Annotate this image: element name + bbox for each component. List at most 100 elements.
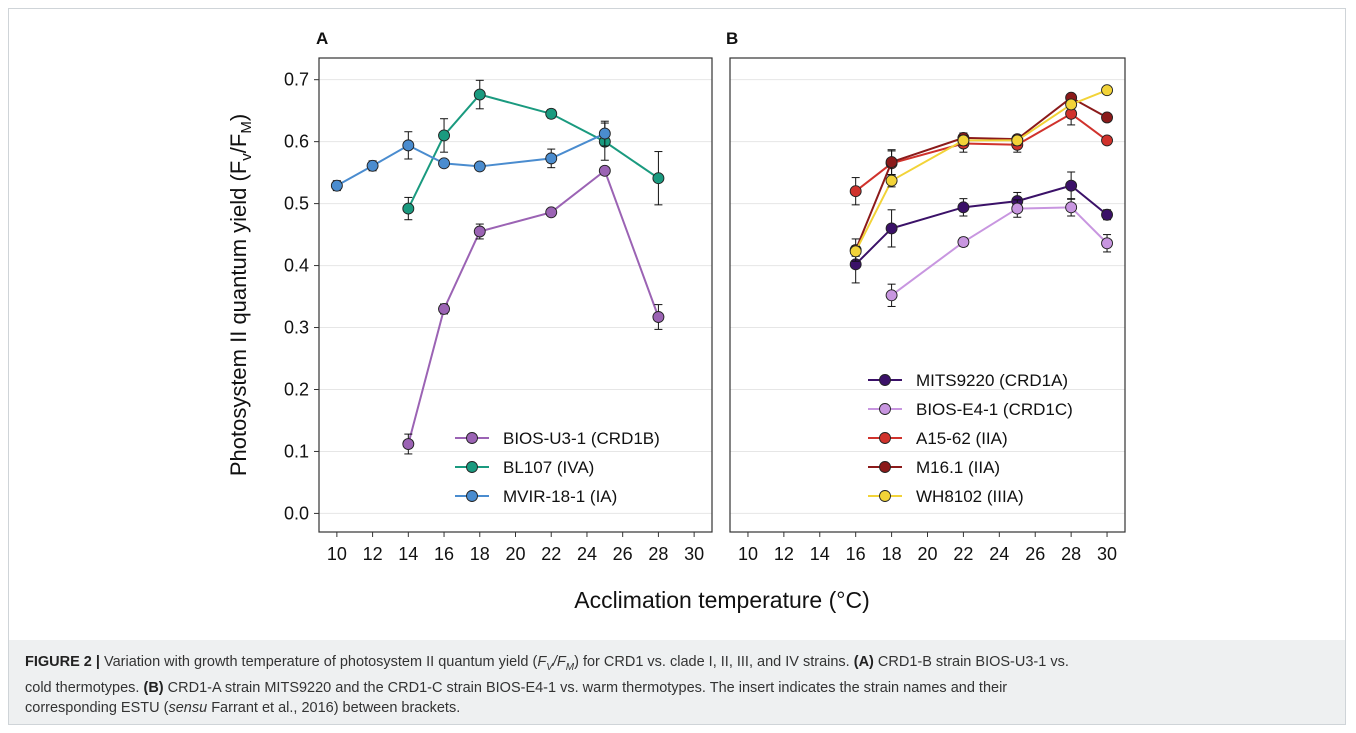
data-point <box>438 129 450 142</box>
x-tick-label: 20 <box>917 544 937 564</box>
legend-item: A15-62 (IIA) <box>868 429 1008 448</box>
legend-label: WH8102 (IIIA) <box>916 487 1024 506</box>
caption-text: cold thermotypes. <box>25 679 140 696</box>
data-point <box>330 179 343 192</box>
series-wh8102 <box>849 84 1113 258</box>
caption-panel-ref: (B) <box>143 679 164 696</box>
legend: BIOS-U3-1 (CRD1B) BL107 (IVA) MVIR-18-1 (I… <box>455 429 660 506</box>
legend-label: BL107 (IVA) <box>503 458 594 477</box>
series-line <box>855 112 1108 193</box>
caption-line-2: cold thermotypes. (B) CRD1-A strain MITS… <box>25 678 1329 698</box>
x-tick-label: 28 <box>648 544 668 564</box>
legend-marker <box>879 432 891 444</box>
data-point <box>885 174 898 187</box>
panel-label: A <box>316 29 328 48</box>
x-tick-label: 30 <box>684 544 704 564</box>
caption-label: FIGURE 2 | <box>25 654 100 670</box>
figure-frame <box>8 8 1346 725</box>
data-point <box>1101 134 1113 147</box>
x-tick-label: 16 <box>434 544 454 564</box>
x-tick-label: 16 <box>846 544 866 564</box>
x-tick-label: 10 <box>327 544 347 564</box>
caption-line-3: corresponding ESTU (sensu Farrant et al.… <box>25 698 1329 718</box>
legend-item: BIOS-E4-1 (CRD1C) <box>868 400 1073 419</box>
data-point <box>402 438 415 450</box>
data-point <box>438 157 450 170</box>
x-tick-label: 24 <box>989 544 1009 564</box>
x-tick-label: 10 <box>738 544 758 564</box>
x-tick-label: 24 <box>577 544 597 564</box>
y-tick-label: 0.4 <box>284 256 309 276</box>
data-point <box>598 127 611 140</box>
x-axis-title: Acclimation temperature (°C) <box>574 587 870 613</box>
y-tick-label: 0.2 <box>284 379 309 399</box>
data-point <box>1065 201 1078 214</box>
data-point <box>885 289 898 302</box>
x-tick-label: 14 <box>810 544 830 564</box>
series-line <box>890 206 1108 297</box>
x-tick-label: 28 <box>1061 544 1081 564</box>
legend-label: MITS9220 (CRD1A) <box>916 371 1068 390</box>
x-tick-label: 12 <box>363 544 383 564</box>
x-tick-label: 14 <box>398 544 418 564</box>
caption-text: V <box>546 661 553 673</box>
x-tick-label: 18 <box>882 544 902 564</box>
figure-caption: FIGURE 2 | Variation with growth tempera… <box>9 640 1345 724</box>
caption-text: CRD1-A strain MITS9220 and the CRD1-C st… <box>167 679 1008 696</box>
data-point <box>473 225 486 238</box>
data-point <box>402 139 415 152</box>
caption-text: ) for CRD1 vs. clade I, II, III, and IV … <box>574 654 850 670</box>
x-tick-label: 26 <box>1025 544 1045 564</box>
data-point <box>545 152 558 165</box>
series-bl107 <box>402 79 665 221</box>
legend-marker <box>466 490 478 502</box>
y-tick-label: 0.3 <box>284 318 309 338</box>
y-axis-title: Photosystem II quantum yield (Fv/FM) <box>226 114 255 476</box>
y-tick-label: 0.6 <box>284 132 309 152</box>
series-line <box>854 184 1108 266</box>
caption-text: Farrant et al., 2016) between brackets. <box>211 699 461 716</box>
legend-marker <box>879 403 891 415</box>
x-tick-label: 12 <box>774 544 794 564</box>
data-point <box>402 202 415 215</box>
y-tick-label: 0.5 <box>284 194 309 214</box>
figure-chart: A 10 12 14 16 18 20 22 24 26 28 30 0.0 0.1 0.2 0.3 0.4 0.… <box>226 29 1126 613</box>
data-point <box>849 245 862 258</box>
panel-a: A 10 12 14 16 18 20 22 24 26 28 30 0.0 0.1 0.2 0.3 0.4 0.… <box>226 29 713 564</box>
series-line <box>854 89 1108 252</box>
data-point <box>1101 111 1113 124</box>
x-tick-label: 18 <box>470 544 490 564</box>
data-point <box>957 134 970 147</box>
caption-text: corresponding ESTU ( <box>25 699 169 716</box>
legend-marker <box>466 461 478 473</box>
x-tick-label: 30 <box>1097 544 1117 564</box>
panel-b: B 10 12 14 16 18 20 22 24 26 28 30 MITS9220 (CRD1A) B… <box>726 29 1126 564</box>
data-point <box>885 156 898 169</box>
legend-item: WH8102 (IIIA) <box>868 487 1024 506</box>
legend-marker <box>879 490 891 502</box>
series-line <box>407 169 660 445</box>
legend-marker <box>879 461 891 473</box>
data-point <box>1065 98 1078 111</box>
caption-text: sensu <box>168 699 208 716</box>
y-tick-label: 0.7 <box>284 70 309 90</box>
y-tick-label: 0.0 <box>284 503 309 523</box>
legend-item: MVIR-18-1 (IA) <box>455 487 617 506</box>
legend-label: M16.1 (IIA) <box>916 458 1000 477</box>
legend-label: A15-62 (IIA) <box>916 429 1008 448</box>
data-point <box>957 236 970 248</box>
x-tick-label: 20 <box>505 544 525 564</box>
series-bios-u3-1 <box>402 164 665 455</box>
data-point <box>849 185 862 198</box>
series-mits9220 <box>849 171 1113 284</box>
legend: MITS9220 (CRD1A) BIOS-E4-1 (CRD1C) A15-62 … <box>868 371 1073 506</box>
legend-item: BIOS-U3-1 (CRD1B) <box>455 429 660 448</box>
data-point <box>885 222 898 235</box>
x-tick-label: 22 <box>953 544 973 564</box>
data-point <box>1101 237 1113 250</box>
data-point <box>1101 84 1113 97</box>
panel-label: B <box>726 29 738 48</box>
caption-text: / <box>552 654 557 670</box>
data-point <box>1065 179 1078 192</box>
data-point <box>366 159 379 172</box>
